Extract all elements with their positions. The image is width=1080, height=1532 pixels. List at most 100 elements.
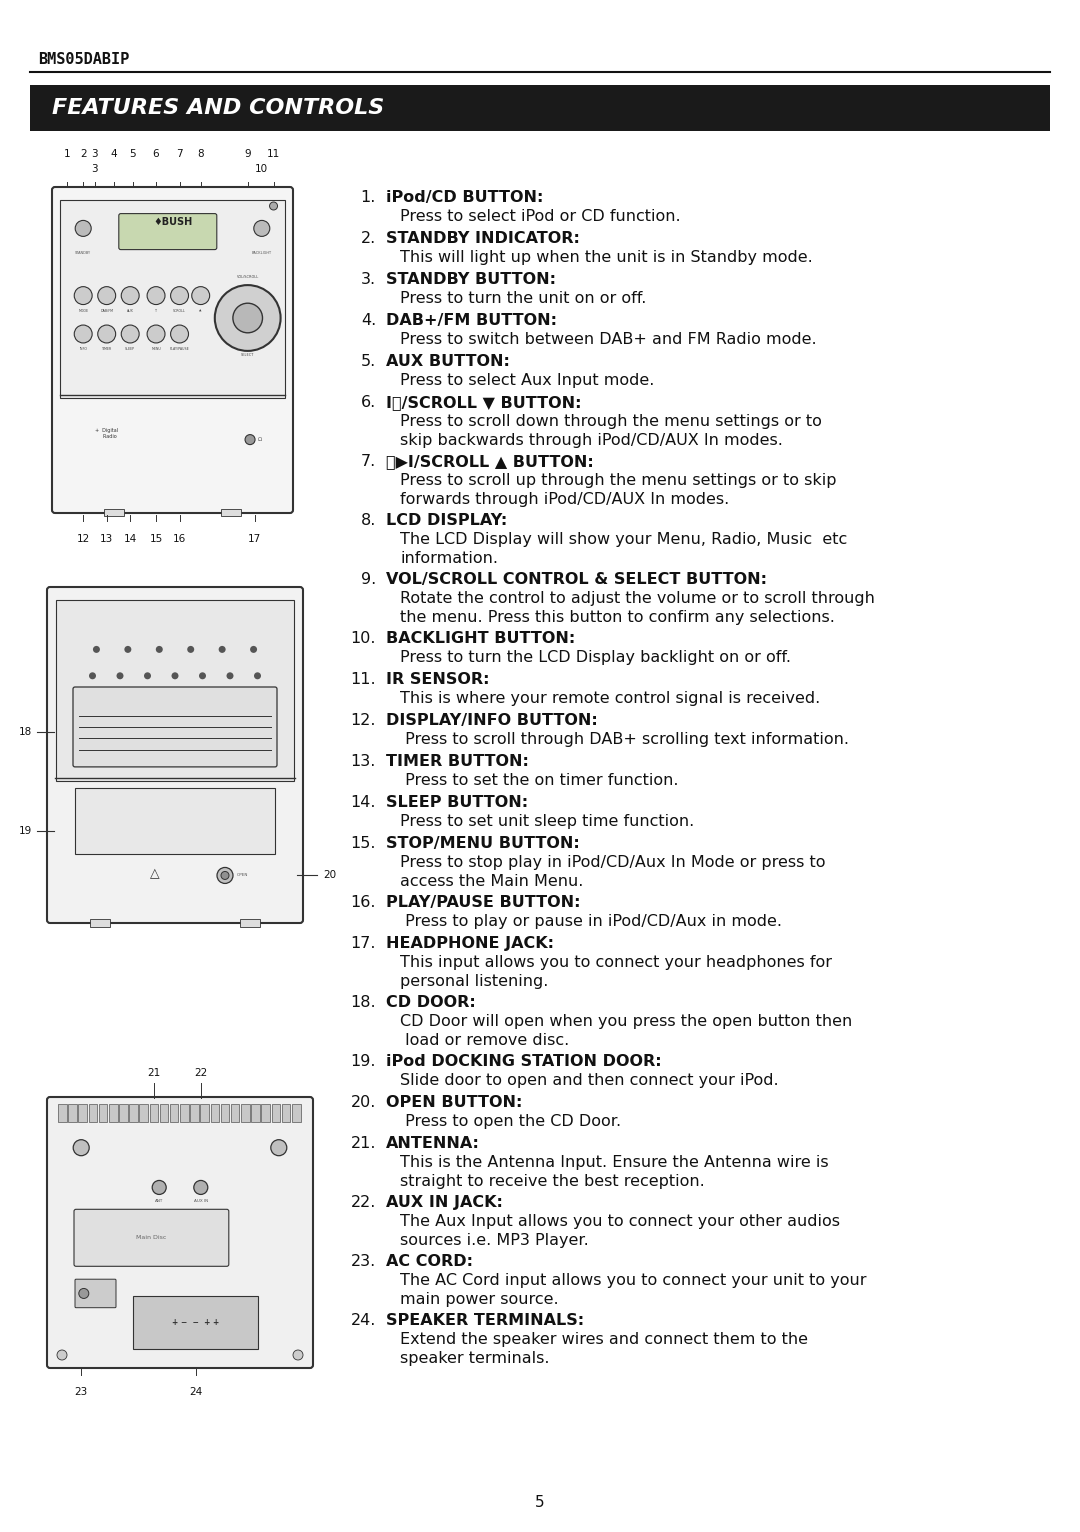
Circle shape (192, 286, 210, 305)
FancyBboxPatch shape (52, 187, 293, 513)
Text: 16: 16 (173, 535, 186, 544)
Bar (30, 84, 1050, 132)
Text: 23: 23 (75, 1386, 87, 1397)
Text: TIMER BUTTON:: TIMER BUTTON: (386, 754, 529, 769)
Text: TIMER: TIMER (102, 348, 111, 351)
Bar (200, 1105, 210, 1121)
Circle shape (93, 647, 100, 653)
Bar (221, 509, 241, 516)
FancyBboxPatch shape (48, 1097, 313, 1368)
Circle shape (73, 1140, 90, 1155)
Text: This input allows you to connect your headphones for
personal listening.: This input allows you to connect your he… (400, 954, 832, 990)
Text: 15.: 15. (351, 836, 376, 850)
Text: Press to scroll through DAB+ scrolling text information.: Press to scroll through DAB+ scrolling t… (400, 732, 849, 748)
Text: 6.: 6. (361, 395, 376, 411)
Text: This will light up when the unit is in Standby mode.: This will light up when the unit is in S… (400, 250, 813, 265)
Text: 4: 4 (110, 149, 117, 159)
Circle shape (98, 325, 116, 343)
Bar (211, 1105, 219, 1121)
Text: 4.: 4. (361, 313, 376, 328)
Text: 16.: 16. (351, 895, 376, 910)
FancyBboxPatch shape (48, 587, 303, 922)
Circle shape (121, 325, 139, 343)
Text: ♦BUSH: ♦BUSH (153, 218, 192, 227)
Bar (60, 199, 285, 398)
Text: 19.: 19. (351, 1054, 376, 1069)
Text: 10: 10 (255, 164, 268, 175)
Text: Press to scroll down through the menu settings or to
skip backwards through iPod: Press to scroll down through the menu se… (400, 414, 822, 449)
Text: 8: 8 (198, 149, 204, 159)
Text: Main Disc: Main Disc (136, 1235, 166, 1241)
Text: AC CORD:: AC CORD: (386, 1255, 473, 1268)
Text: VOL/SCROLL CONTROL & SELECT BUTTON:: VOL/SCROLL CONTROL & SELECT BUTTON: (386, 571, 767, 587)
Bar (271, 1105, 280, 1121)
Text: 8.: 8. (361, 513, 376, 529)
Text: This is where your remote control signal is received.: This is where your remote control signal… (400, 691, 820, 706)
Circle shape (254, 673, 261, 679)
Text: AUX IN JACK:: AUX IN JACK: (386, 1195, 503, 1210)
Text: CD Door will open when you press the open button then
 load or remove disc.: CD Door will open when you press the ope… (400, 1014, 852, 1048)
Circle shape (227, 673, 233, 679)
FancyBboxPatch shape (75, 1279, 116, 1308)
Text: BMS05DABIP: BMS05DABIP (38, 52, 130, 67)
Text: This is the Antenna Input. Ensure the Antenna wire is
straight to receive the be: This is the Antenna Input. Ensure the An… (400, 1155, 828, 1189)
Text: iPod DOCKING STATION DOOR:: iPod DOCKING STATION DOOR: (386, 1054, 662, 1069)
Text: 13: 13 (100, 535, 113, 544)
Text: DISPLAY/INFO BUTTON:: DISPLAY/INFO BUTTON: (386, 712, 597, 728)
Circle shape (156, 647, 163, 653)
Text: Press to play or pause in iPod/CD/Aux in mode.: Press to play or pause in iPod/CD/Aux in… (400, 915, 782, 928)
Text: STANDBY INDICATOR:: STANDBY INDICATOR: (386, 231, 580, 247)
Circle shape (251, 699, 257, 706)
Circle shape (76, 221, 91, 236)
Text: 17.: 17. (351, 936, 376, 951)
FancyBboxPatch shape (119, 213, 217, 250)
Text: Press to switch between DAB+ and FM Radio mode.: Press to switch between DAB+ and FM Radi… (400, 332, 816, 348)
Text: HEADPHONE JACK:: HEADPHONE JACK: (386, 936, 554, 951)
Circle shape (147, 286, 165, 305)
Circle shape (245, 435, 255, 444)
Circle shape (233, 303, 262, 332)
Text: IR SENSOR:: IR SENSOR: (386, 673, 489, 686)
Text: Press to select Aux Input mode.: Press to select Aux Input mode. (400, 372, 654, 388)
Circle shape (193, 1181, 207, 1195)
Text: VOL/SCROLL: VOL/SCROLL (237, 274, 259, 279)
Text: 12: 12 (77, 535, 90, 544)
Text: 2: 2 (80, 149, 86, 159)
Circle shape (171, 286, 189, 305)
FancyBboxPatch shape (73, 686, 276, 768)
Text: STANDBY: STANDBY (76, 251, 92, 254)
Text: PLAY/PAUSE: PLAY/PAUSE (170, 348, 189, 351)
Text: 7.: 7. (361, 453, 376, 469)
Text: Press to turn the unit on or off.: Press to turn the unit on or off. (400, 291, 646, 306)
Text: CD DOOR:: CD DOOR: (386, 994, 476, 1010)
Text: 9: 9 (244, 149, 251, 159)
Text: The AC Cord input allows you to connect your unit to your
main power source.: The AC Cord input allows you to connect … (400, 1273, 866, 1307)
Text: AUX IN: AUX IN (193, 1200, 207, 1204)
Bar (241, 1105, 249, 1121)
Circle shape (171, 325, 189, 343)
Bar (261, 1105, 270, 1121)
Bar (56, 601, 294, 781)
Text: 24: 24 (189, 1386, 202, 1397)
Bar (190, 1105, 199, 1121)
Text: 7: 7 (176, 149, 183, 159)
Circle shape (98, 286, 116, 305)
Text: 6: 6 (152, 149, 160, 159)
Text: 20: 20 (323, 870, 337, 881)
Text: 24.: 24. (351, 1313, 376, 1328)
Text: 10.: 10. (351, 631, 376, 647)
Text: 22: 22 (194, 1068, 207, 1079)
Text: BACKLIGHT: BACKLIGHT (252, 251, 272, 254)
Circle shape (79, 1288, 89, 1299)
Text: 20.: 20. (351, 1095, 376, 1111)
Text: iPod/CD BUTTON:: iPod/CD BUTTON: (386, 190, 543, 205)
Text: 3: 3 (92, 149, 98, 159)
Text: 18: 18 (18, 726, 31, 737)
Text: SCROLL: SCROLL (173, 309, 186, 313)
Bar (180, 1105, 189, 1121)
Bar (170, 1105, 178, 1121)
Text: OPEN BUTTON:: OPEN BUTTON: (386, 1095, 523, 1111)
Text: + −  −  + +: + − − + + (172, 1318, 219, 1327)
Circle shape (187, 699, 194, 706)
Bar (79, 1105, 87, 1121)
